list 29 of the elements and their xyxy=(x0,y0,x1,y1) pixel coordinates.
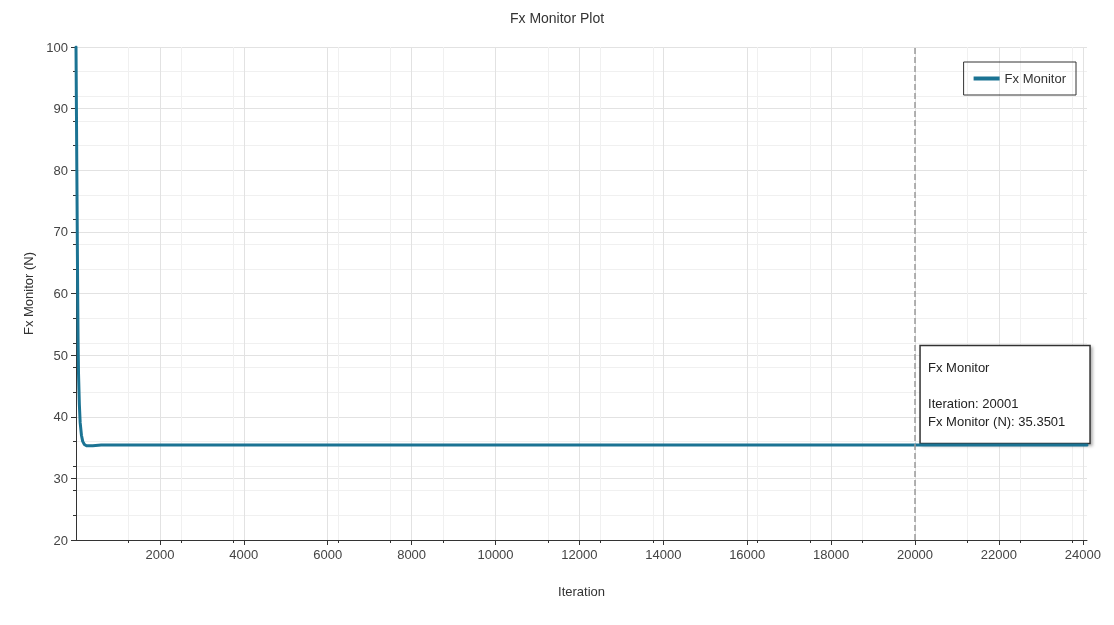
chart-title: Fx Monitor Plot xyxy=(509,10,605,26)
x-tick-label: 4000 xyxy=(229,547,259,562)
y-tick-label: 90 xyxy=(53,101,68,117)
x-axis-title: Iteration xyxy=(558,584,605,599)
y-axis-title: Fx Monitor (N) xyxy=(21,251,37,336)
x-tick-label: 2000 xyxy=(145,547,175,562)
legend-label: Fx Monitor xyxy=(1004,71,1067,86)
x-tick-label: 18000 xyxy=(813,547,850,562)
x-tick-label: 16000 xyxy=(729,547,766,562)
x-tick-label: 14000 xyxy=(645,547,682,562)
annotation: Iteration: 20001 xyxy=(928,396,1019,412)
y-tick-label: 40 xyxy=(53,409,68,425)
y-tick-label: 80 xyxy=(53,162,68,178)
y-tick-label: 60 xyxy=(53,286,68,301)
annotation: Fx Monitor (N): 35.3501 xyxy=(928,414,1066,430)
y-tick-label: 50 xyxy=(53,347,68,363)
y-tick-label: 30 xyxy=(53,470,68,486)
x-tick-label: 24000 xyxy=(1064,547,1101,562)
x-tick-label: 6000 xyxy=(313,547,343,562)
x-tick-label: 8000 xyxy=(397,547,427,562)
x-tick-label: 12000 xyxy=(561,547,598,562)
annotation: Fx Monitor xyxy=(928,360,991,376)
x-tick-label: 20000 xyxy=(896,547,934,562)
y-tick-label: 20 xyxy=(53,532,68,548)
y-tick-label: 100 xyxy=(46,39,68,55)
y-tick-label: 70 xyxy=(53,224,68,240)
line-series xyxy=(74,45,1089,448)
x-tick-label: 22000 xyxy=(980,547,1017,562)
x-tick-label: 10000 xyxy=(477,547,514,562)
